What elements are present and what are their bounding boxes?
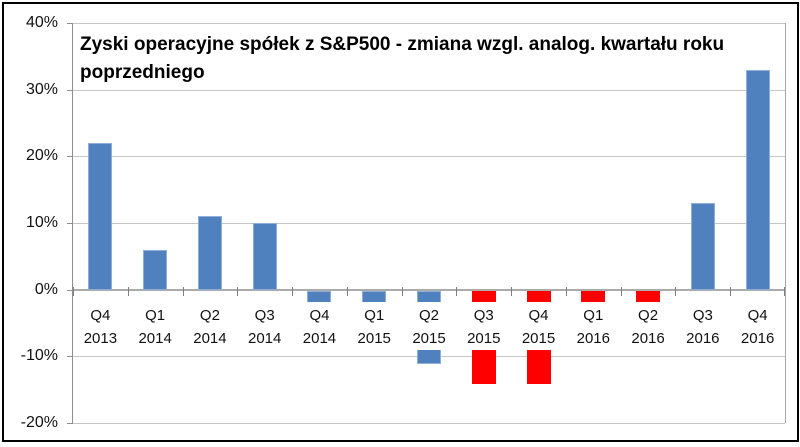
gridline — [73, 423, 785, 424]
gridline — [73, 23, 785, 24]
x-axis-tick — [346, 286, 348, 296]
x-axis-tick — [73, 286, 74, 296]
x-axis-tick — [511, 286, 513, 296]
y-axis-tick — [67, 23, 73, 24]
x-axis-tick — [456, 286, 458, 296]
x-axis-label: Q1 2015 — [349, 301, 400, 350]
plot-area: Q4 2013 Q1 2014 Q2 2014 Q3 2014 Q4 2014 Q1 20… — [67, 23, 786, 424]
y-axis-tick — [67, 223, 73, 224]
x-axis-tick — [401, 286, 403, 296]
x-axis-tick — [730, 286, 732, 296]
y-axis-tick — [67, 89, 73, 91]
y-axis-label: 20% — [25, 147, 58, 165]
gridline — [73, 156, 785, 158]
x-axis-label: Q2 2014 — [184, 301, 235, 350]
y-axis-label: 10% — [25, 214, 58, 231]
x-axis-label: Q3 2015 — [458, 301, 509, 350]
x-axis-label: Q3 2014 — [239, 301, 290, 350]
y-axis-tick — [67, 156, 73, 158]
chart-bar — [690, 203, 715, 290]
y-axis-label: 0% — [34, 280, 58, 298]
chart-bar — [88, 143, 113, 290]
chart-bar — [197, 216, 222, 290]
x-axis-label: Q1 2014 — [130, 301, 181, 350]
y-axis-label: 30% — [25, 80, 58, 98]
zero-axis-line — [73, 288, 785, 291]
x-axis-tick — [292, 286, 294, 296]
x-axis-tick — [182, 286, 184, 296]
chart-bar — [745, 69, 770, 290]
y-axis-tick — [67, 356, 73, 358]
gridline — [73, 89, 785, 91]
chart-title-line-2: poprzedniego — [80, 62, 205, 83]
x-axis-tick — [127, 286, 129, 296]
y-axis-tick — [67, 289, 73, 291]
x-axis-label: Q4 2014 — [294, 301, 345, 350]
x-axis-tick — [675, 286, 677, 296]
x-axis-tick — [620, 286, 622, 296]
y-axis-tick — [67, 423, 73, 424]
y-axis-label: 40% — [25, 14, 58, 31]
x-axis-tick — [784, 286, 785, 296]
x-axis-label: Q2 2016 — [623, 301, 674, 350]
x-axis-label: Q2 2015 — [404, 301, 454, 350]
x-axis-label: Q4 2016 — [732, 301, 783, 350]
x-axis-label: Q4 2015 — [513, 301, 564, 350]
chart-bar — [252, 223, 277, 290]
x-axis-tick — [237, 286, 239, 296]
chart-title: Zyski operacyjne spółek z S&P500 - zmian… — [80, 31, 760, 87]
gridline — [73, 223, 785, 224]
x-axis-tick — [565, 286, 567, 296]
y-axis-label: -20% — [20, 414, 58, 431]
chart-bar — [143, 249, 168, 290]
x-axis-label: Q1 2016 — [568, 301, 619, 350]
y-axis-label: -10% — [20, 347, 58, 365]
x-axis-label: Q4 2013 — [75, 301, 126, 350]
chart-title-line-1: Zyski operacyjne spółek z S&P500 - zmian… — [80, 34, 725, 55]
x-axis-label: Q3 2016 — [677, 301, 728, 350]
